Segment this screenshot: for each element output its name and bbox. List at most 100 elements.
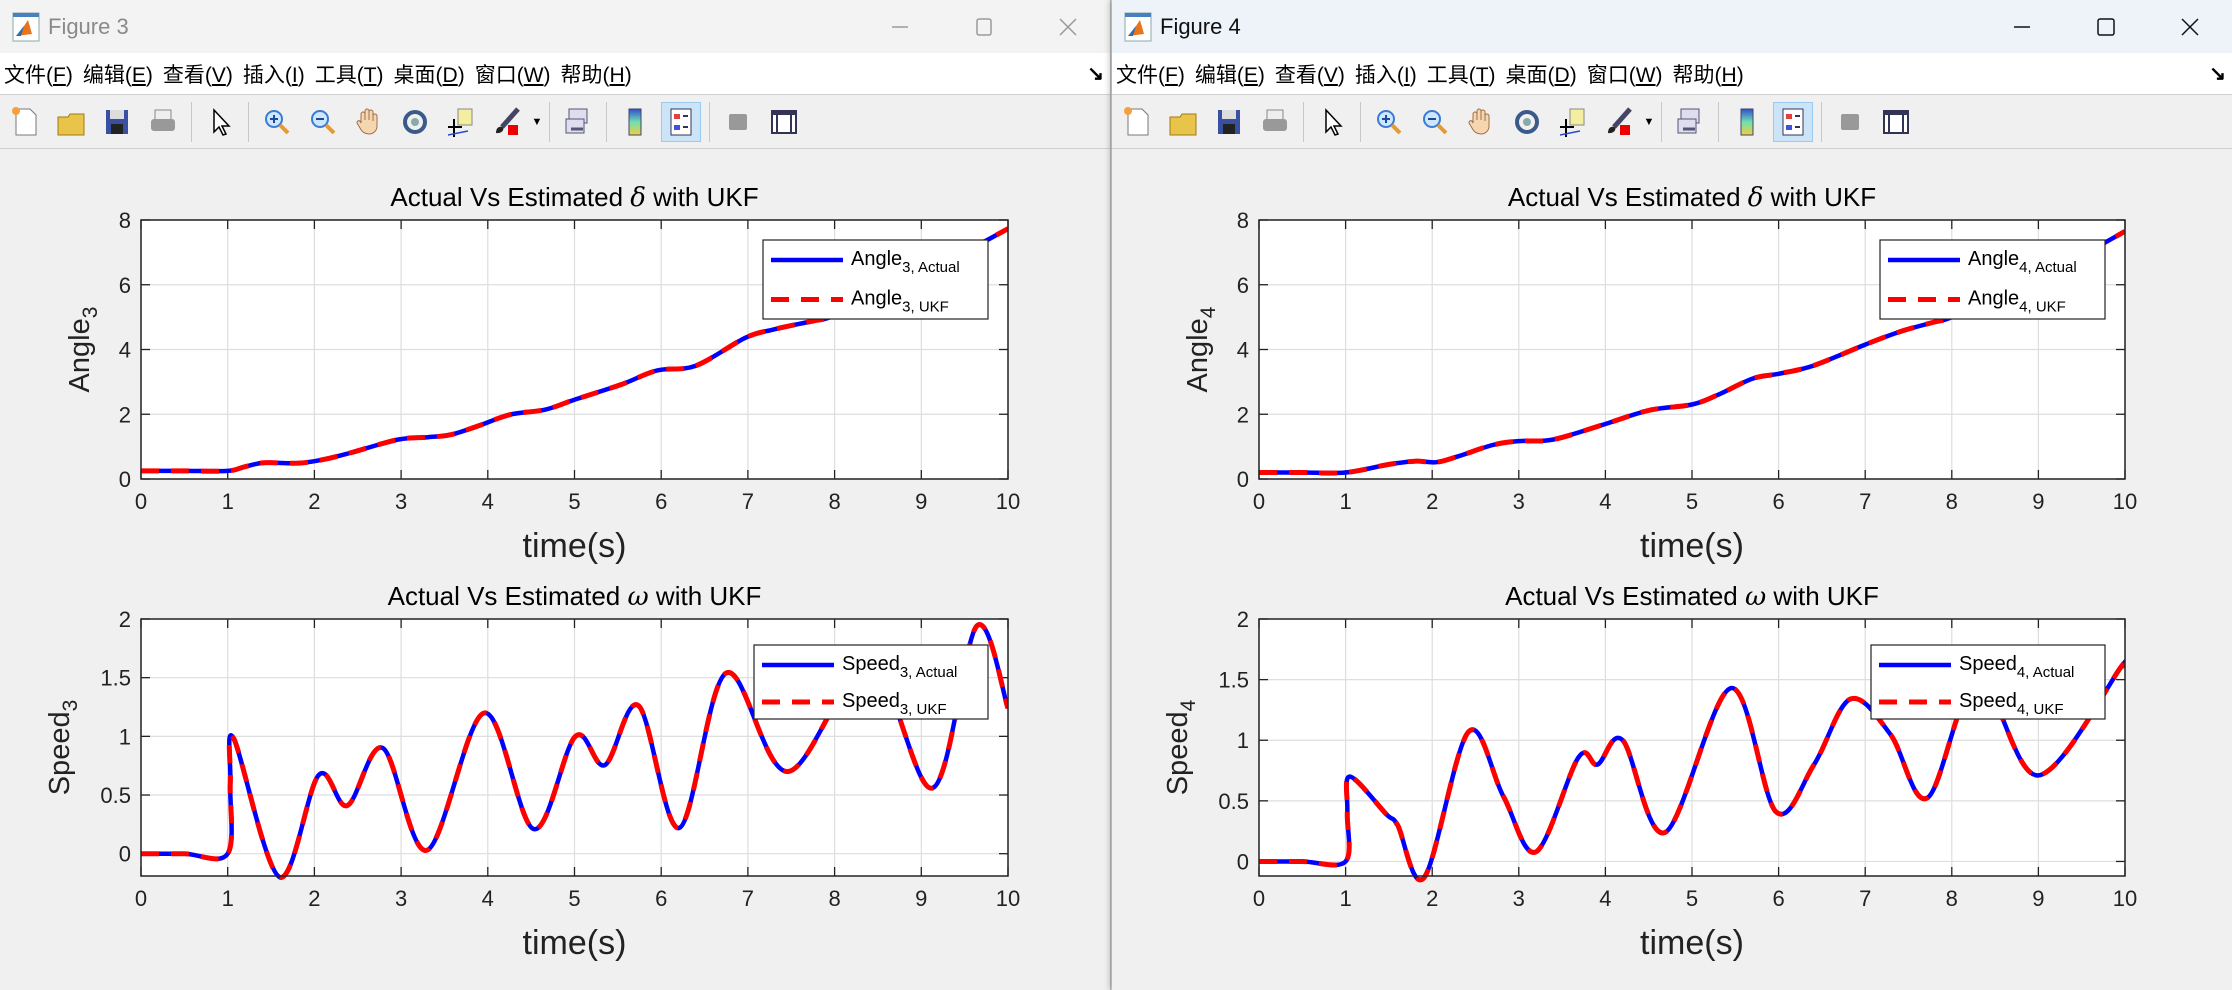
figure-toolbar: ▼ <box>1112 95 2232 149</box>
dock-figure-button[interactable]: ↘ <box>1087 63 1104 85</box>
x-tick-label: 10 <box>2113 489 2137 514</box>
chart-title: Actual Vs Estimated δ with UKF <box>390 182 758 213</box>
x-tick-label: 7 <box>1859 489 1871 514</box>
pan-hand-button[interactable] <box>1461 102 1501 142</box>
save-button[interactable] <box>1209 102 1249 142</box>
minimize-button[interactable] <box>1980 0 2064 53</box>
x-tick-label: 8 <box>1946 489 1958 514</box>
y-tick-label: 6 <box>1237 273 1249 298</box>
legend-box <box>1870 644 2106 720</box>
pan-hand-button[interactable] <box>349 102 389 142</box>
menu-i[interactable]: 插入(I) <box>242 63 305 87</box>
legend-entry: Angle3, UKF <box>851 288 949 316</box>
x-tick-label: 6 <box>655 886 667 911</box>
chart-2: 0 1 2 3 4 5 6 7 8 9 10 0 0.5 1 1.5 2 Actual Vs Estimated… <box>44 581 1020 962</box>
axes-box <box>1258 618 2126 877</box>
legend-box <box>1879 239 2106 320</box>
link-plot-button[interactable] <box>1670 102 1710 142</box>
toolbar-separator <box>709 101 710 142</box>
brush-dropdown-button[interactable]: ▼ <box>530 102 544 142</box>
legend[interactable]: Angle3, Actual Angle3, UKF <box>762 239 989 320</box>
close-button[interactable] <box>2148 0 2232 53</box>
legend-entry: Speed3, Actual <box>842 653 957 681</box>
print-icon <box>1263 109 1287 131</box>
y-tick-label: 2 <box>119 607 131 632</box>
show-plot-tools-button[interactable] <box>1876 102 1916 142</box>
new-figure-icon <box>12 106 37 135</box>
print-button[interactable] <box>1255 102 1295 142</box>
legend-button[interactable] <box>1773 101 1813 142</box>
hide-plot-tools-button[interactable] <box>1830 102 1870 142</box>
y-tick-label: 0.5 <box>100 783 131 808</box>
y-tick-label: 4 <box>119 338 131 363</box>
brush-dropdown-button[interactable]: ▼ <box>1642 102 1656 142</box>
legend[interactable]: Speed4, Actual Speed4, UKF <box>1870 644 2106 720</box>
zoom-out-button[interactable] <box>1415 102 1455 142</box>
close-button[interactable] <box>1026 0 1110 53</box>
menu-h[interactable]: 帮助(H) <box>560 63 632 87</box>
legend-box <box>762 239 989 320</box>
print-button[interactable] <box>143 102 183 142</box>
legend-entry: Angle4, UKF <box>1968 288 2066 316</box>
menu-w[interactable]: 窗口(W) <box>474 63 551 87</box>
zoom-in-button[interactable] <box>257 102 297 142</box>
menu-e[interactable]: 编辑(E) <box>82 63 153 87</box>
menu-t[interactable]: 工具(T) <box>314 63 384 87</box>
hide-plot-tools-button[interactable] <box>718 102 758 142</box>
menu-f[interactable]: 文件(F) <box>4 63 73 87</box>
toolbar-separator <box>248 101 249 142</box>
link-plot-button[interactable] <box>558 102 598 142</box>
legend-button[interactable] <box>661 101 701 142</box>
pointer-button[interactable] <box>200 102 240 142</box>
colorbar-button[interactable] <box>615 102 655 142</box>
x-tick-label: 5 <box>568 489 580 514</box>
menu-e[interactable]: 编辑(E) <box>1194 63 1265 87</box>
data-cursor-button[interactable] <box>441 102 481 142</box>
save-button[interactable] <box>97 102 137 142</box>
legend[interactable]: Speed3, Actual Speed3, UKF <box>753 644 989 720</box>
menu-d[interactable]: 桌面(D) <box>393 63 465 87</box>
x-tick-label: 9 <box>2032 489 2044 514</box>
data-cursor-icon <box>1559 108 1585 137</box>
menu-v[interactable]: 查看(V) <box>1274 63 1345 87</box>
zoom-out-button[interactable] <box>303 102 343 142</box>
brush-button[interactable] <box>487 102 527 142</box>
rotate-3d-icon <box>1515 109 1539 134</box>
new-figure-button[interactable] <box>5 102 45 142</box>
menu-h[interactable]: 帮助(H) <box>1672 63 1744 87</box>
menu-v[interactable]: 查看(V) <box>162 63 233 87</box>
x-tick-label: 9 <box>915 886 927 911</box>
new-figure-button[interactable] <box>1117 102 1157 142</box>
rotate-3d-button[interactable] <box>395 102 435 142</box>
chart-3: 0 1 2 3 4 5 6 7 8 9 10 0 2 4 6 8 Actual Vs Estimated δ w… <box>1182 182 2137 565</box>
x-tick-label: 8 <box>828 886 840 911</box>
open-file-button[interactable] <box>1163 102 1203 142</box>
data-cursor-button[interactable] <box>1553 102 1593 142</box>
x-tick-label: 2 <box>308 489 320 514</box>
window-title: Figure 4 <box>1160 13 1241 39</box>
menu-w[interactable]: 窗口(W) <box>1586 63 1663 87</box>
x-tick-label: 2 <box>1426 489 1438 514</box>
legend[interactable]: Angle4, Actual Angle4, UKF <box>1879 239 2106 320</box>
title-bar: Figure 4 <box>1112 0 2232 53</box>
colorbar-button[interactable] <box>1727 102 1767 142</box>
dock-figure-button[interactable]: ↘ <box>2209 63 2226 85</box>
minimize-button[interactable] <box>858 0 942 53</box>
zoom-in-button[interactable] <box>1369 102 1409 142</box>
menu-f[interactable]: 文件(F) <box>1116 63 1185 87</box>
pointer-button[interactable] <box>1312 102 1352 142</box>
maximize-button[interactable] <box>942 0 1026 53</box>
maximize-button[interactable] <box>2064 0 2148 53</box>
menu-i[interactable]: 插入(I) <box>1354 63 1417 87</box>
x-axis-label: time(s) <box>523 924 627 962</box>
y-tick-label: 1.5 <box>1218 668 1249 693</box>
toolbar-separator <box>1821 101 1822 142</box>
open-file-button[interactable] <box>51 102 91 142</box>
print-icon <box>151 109 175 131</box>
menu-t[interactable]: 工具(T) <box>1426 63 1496 87</box>
brush-button[interactable] <box>1599 102 1639 142</box>
save-icon <box>106 109 128 134</box>
menu-d[interactable]: 桌面(D) <box>1505 63 1577 87</box>
show-plot-tools-button[interactable] <box>764 102 804 142</box>
rotate-3d-button[interactable] <box>1507 102 1547 142</box>
